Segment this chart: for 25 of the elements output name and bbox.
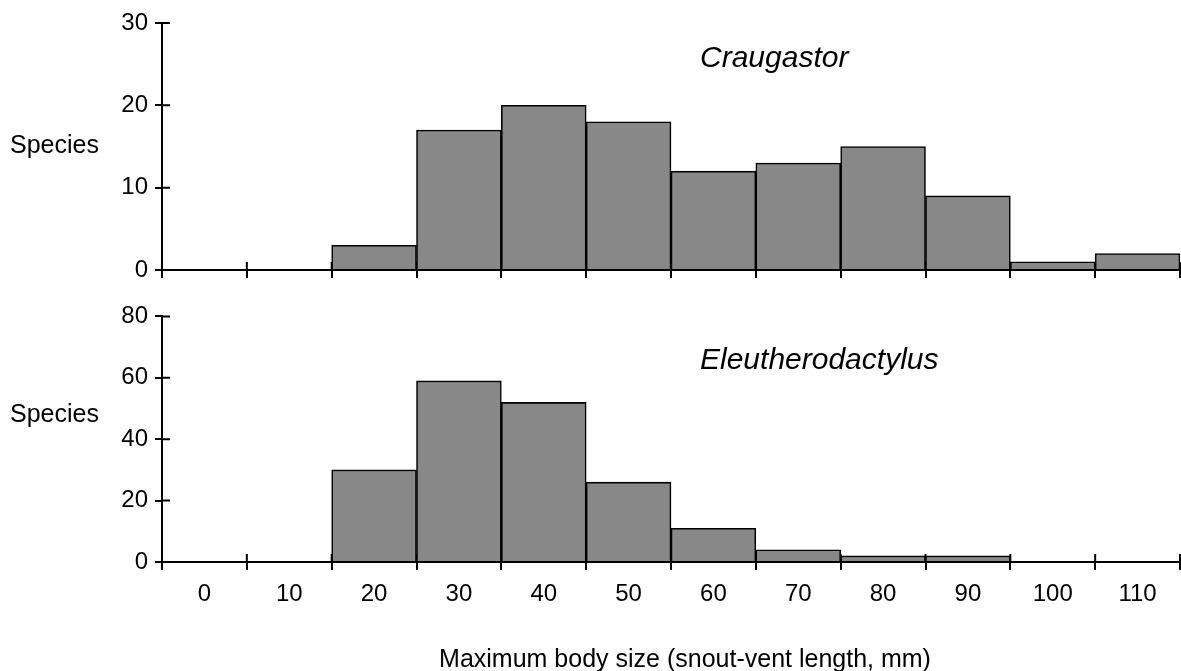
- y-tick-label: 40: [121, 423, 148, 451]
- x-tick-label: 70: [784, 579, 812, 607]
- x-tick-label: 110: [1118, 579, 1157, 607]
- x-tick-label: 40: [530, 579, 558, 607]
- y-tick-label: 0: [134, 546, 148, 574]
- y-tick-label: 80: [121, 301, 148, 329]
- y-tick-label: 30: [121, 7, 148, 35]
- y-tick-label: 20: [121, 89, 148, 117]
- y-tick-label: 60: [121, 362, 148, 390]
- x-tick-label: 30: [445, 579, 473, 607]
- text: Craugastor: [700, 40, 850, 74]
- x-tick-label: 60: [700, 579, 727, 607]
- text: Eleutherodactylus: [700, 341, 939, 375]
- x-tick-label: 10: [275, 579, 303, 607]
- x-tick-label: 80: [869, 579, 897, 607]
- y-tick-label: 0: [134, 254, 148, 282]
- x-tick-label: 50: [615, 579, 642, 607]
- x-tick-label: 0: [197, 579, 212, 607]
- y-axis-title: Species: [10, 398, 99, 427]
- x-tick-label: 90: [954, 579, 982, 607]
- x-tick-label: 20: [360, 579, 388, 607]
- y-tick-label: 10: [121, 172, 148, 200]
- x-tick-label: 100: [1032, 579, 1073, 607]
- y-axis-title: Species: [10, 130, 99, 159]
- y-tick-label: 20: [121, 485, 148, 513]
